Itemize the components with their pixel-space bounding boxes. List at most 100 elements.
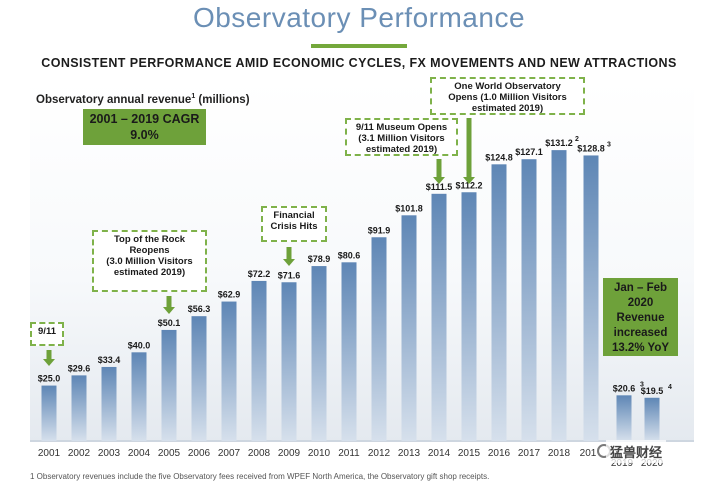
- callout-9-11: 9/11: [30, 322, 64, 346]
- callout-crisis-line-2: Crisis Hits: [270, 221, 318, 232]
- jan-feb-line-4: increased: [613, 327, 668, 339]
- x-tick-label-7: 2008: [248, 448, 271, 459]
- jan-feb-2020-box: Jan – Feb 2020 Revenue increased 13.2% Y…: [603, 278, 678, 356]
- jan-feb-line-5: 13.2% YoY: [611, 342, 670, 354]
- x-tick-label-3: 2004: [128, 448, 151, 459]
- value-label-8: $71.6: [278, 270, 301, 280]
- bar-2015: [461, 192, 477, 441]
- callout-crisis-line-1: Financial: [273, 210, 315, 221]
- annotation-arrow-4: [463, 118, 475, 184]
- callout-totr-line-1: Top of the Rock: [113, 234, 186, 245]
- value-label-15: $124.8: [485, 152, 513, 162]
- bar-2004: [131, 352, 147, 441]
- bar-2001: [41, 385, 57, 441]
- revenue-label-footnote-mark: 1: [191, 93, 196, 100]
- x-tick-label-1: 2002: [68, 448, 91, 459]
- value-label-superscript-18: 3: [607, 141, 611, 148]
- callout-one-world-observatory: One World Observatory Opens (1.0 Million…: [430, 77, 585, 115]
- value-label-16: $127.1: [515, 147, 543, 157]
- value-label-7: $72.2: [248, 269, 271, 279]
- callout-financial-crisis: Financial Crisis Hits: [261, 206, 327, 242]
- callout-top-of-the-rock: Top of the Rock Reopens (3.0 Million Vis…: [92, 230, 207, 292]
- value-label-10: $80.6: [338, 250, 361, 260]
- revenue-label-unit: (millions): [195, 93, 250, 106]
- callout-totr-line-4: estimated 2019): [113, 267, 186, 278]
- x-tick-label-11: 2012: [368, 448, 391, 459]
- value-label-18: $128.8: [577, 143, 605, 153]
- page-title: Observatory Performance: [192, 2, 526, 33]
- value-label-17: $131.2: [545, 138, 573, 148]
- bar-2011: [341, 262, 357, 441]
- x-tick-label-18: 201: [580, 448, 597, 459]
- bar-2019: [583, 155, 599, 442]
- bar-2003: [101, 366, 117, 441]
- footnote: 1 Observatory revenues include the five …: [30, 472, 490, 481]
- value-label-0: $25.0: [38, 374, 61, 384]
- bar-2005: [161, 329, 177, 441]
- x-tick-label-9: 2010: [308, 448, 331, 459]
- bar-2006: [191, 316, 207, 441]
- value-label-superscript-20: 4: [668, 384, 672, 391]
- x-tick-label-13: 2014: [428, 448, 451, 459]
- x-tick-label-2: 2003: [98, 448, 121, 459]
- bar-2018: [551, 150, 567, 442]
- cagr-box: 2001 – 2019 CAGR 9.0%: [83, 109, 206, 145]
- value-label-9: $78.9: [308, 254, 331, 264]
- bar-2009: [281, 282, 297, 441]
- value-label-11: $91.9: [368, 225, 391, 235]
- x-tick-label-4: 2005: [158, 448, 181, 459]
- x-tick-label-20: 2020: [641, 458, 664, 469]
- bar-2007: [221, 301, 237, 441]
- value-label-5: $56.3: [188, 304, 211, 314]
- annotation-arrow-3: [433, 159, 445, 184]
- bar-jan-feb-2020: [644, 397, 660, 441]
- jan-feb-line-2: 2020: [627, 297, 654, 309]
- title-underline: [311, 44, 407, 48]
- x-tick-label-0: 2001: [38, 448, 61, 459]
- callout-owo-line-3: estimated 2019): [471, 103, 544, 114]
- bar-2010: [311, 266, 327, 441]
- x-tick-label-15: 2016: [488, 448, 511, 459]
- value-label-6: $62.9: [218, 290, 241, 300]
- bar-2012: [371, 237, 387, 441]
- jan-feb-line-1: Jan – Feb: [613, 282, 668, 294]
- cagr-title: 2001 – 2019 CAGR: [89, 112, 200, 126]
- revenue-label-text: Observatory annual revenue: [36, 93, 192, 106]
- value-label-4: $50.1: [158, 318, 181, 328]
- callout-owo-line-2: Opens (1.0 Million Visitors: [448, 92, 567, 103]
- value-label-superscript-17: 2: [575, 136, 579, 143]
- x-tick-label-19: 2019: [611, 458, 634, 469]
- x-tick-label-14: 2015: [458, 448, 481, 459]
- callout-9-11-line: 9/11: [38, 326, 56, 337]
- annotation-arrow-1: [163, 296, 175, 314]
- bar-2008: [251, 280, 267, 441]
- bar-jan-feb-2019: [616, 395, 632, 441]
- value-label-12: $101.8: [395, 203, 423, 213]
- watermark: 猛兽财经: [606, 440, 667, 463]
- x-tick-label-16: 2017: [518, 448, 541, 459]
- callout-totr-line-2: Reopens: [129, 245, 170, 256]
- value-label-2: $33.4: [98, 355, 121, 365]
- x-tick-label-12: 2013: [398, 448, 421, 459]
- callout-owo-line-1: One World Observatory: [454, 81, 561, 92]
- revenue-label: Observatory annual revenue1 (millions): [36, 93, 250, 106]
- value-label-14: $112.2: [455, 180, 482, 190]
- callout-museum-line-3: estimated 2019): [365, 144, 438, 155]
- value-label-1: $29.6: [68, 363, 91, 373]
- x-tick-label-5: 2006: [188, 448, 211, 459]
- x-tick-label-6: 2007: [218, 448, 241, 459]
- value-label-20: $19.5: [641, 386, 664, 396]
- jan-feb-line-3: Revenue: [616, 312, 665, 324]
- callout-museum-line-1: 9/11 Museum Opens: [355, 122, 448, 133]
- callout-museum-line-2: (3.1 Million Visitors: [358, 133, 445, 144]
- callout-totr-line-3: (3.0 Million Visitors: [106, 256, 193, 267]
- callout-9-11-museum: 9/11 Museum Opens (3.1 Million Visitors …: [345, 118, 458, 156]
- bar-2002: [71, 375, 87, 441]
- value-label-3: $40.0: [128, 340, 151, 350]
- value-label-superscript-19: 3: [640, 381, 644, 388]
- cagr-value: 9.0%: [130, 128, 159, 142]
- x-tick-label-8: 2009: [278, 448, 301, 459]
- x-tick-label-17: 2018: [548, 448, 571, 459]
- annotation-arrow-2: [283, 247, 295, 266]
- bar-2013: [401, 215, 417, 441]
